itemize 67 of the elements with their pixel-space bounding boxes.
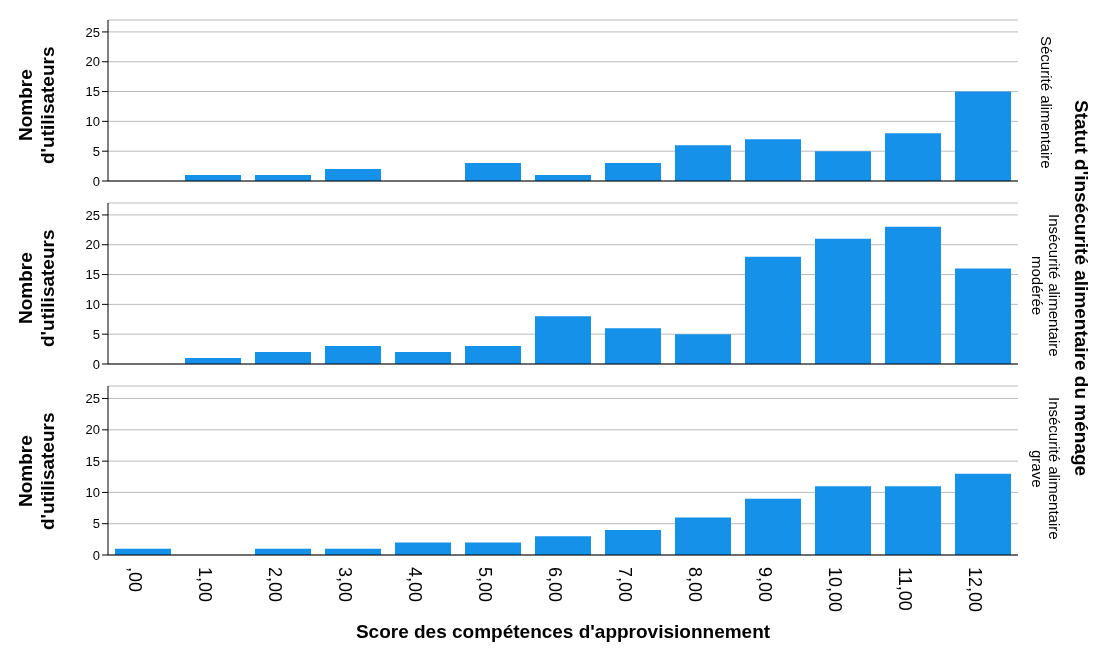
y-tick-label: 0 (92, 547, 100, 563)
bar (815, 238, 871, 364)
y-tick-label: 20 (85, 237, 100, 253)
bar (815, 486, 871, 555)
bar (675, 334, 731, 364)
y2-axis-title: Insécurité alimentaire grave (1029, 396, 1063, 542)
y-tick-label: 0 (92, 173, 100, 189)
x-tick-label: 10,00 (825, 567, 846, 613)
y2-axis-title: Sécurité alimentaire (1037, 35, 1055, 171)
bar (255, 352, 311, 364)
y2-axis-title: Insécurité alimentaire modérée (1029, 213, 1063, 359)
y-tick-label: 5 (92, 326, 100, 342)
y-tick-label: 15 (85, 267, 100, 283)
bar (325, 169, 381, 181)
x-tick-label: 1,00 (195, 567, 216, 603)
x-tick-label: 3,00 (335, 567, 356, 603)
y-tick-label: 20 (85, 54, 100, 70)
y-tick-label: 25 (85, 391, 100, 407)
y-tick-label: 10 (85, 113, 100, 129)
bar (815, 151, 871, 181)
x-tick-label: 11,00 (895, 567, 916, 611)
bar (535, 316, 591, 364)
bar (465, 163, 521, 181)
x-tick-label: 2,00 (265, 567, 286, 603)
bar (745, 139, 801, 181)
y-tick-label: 5 (92, 143, 100, 159)
bar (605, 328, 661, 364)
bar (745, 256, 801, 364)
bar (395, 542, 451, 555)
x-tick-label: 8,00 (685, 567, 706, 603)
text: Statut d'insécurité alimentaire du ménage (1070, 98, 1092, 479)
bar (465, 346, 521, 364)
bar (885, 486, 941, 555)
x-tick-label: 6,00 (545, 567, 566, 603)
bar (605, 163, 661, 181)
x-tick-label: ,00 (125, 567, 146, 593)
y-tick-label: 15 (85, 84, 100, 100)
bar (885, 226, 941, 364)
y-tick-label: 10 (85, 485, 100, 501)
bar (745, 498, 801, 555)
bar (955, 268, 1011, 364)
y-axis-title: Nombre d'utilisateurs (15, 410, 59, 532)
y-axis-title: Nombre d'utilisateurs (15, 227, 59, 349)
x-tick-label: 5,00 (475, 567, 496, 603)
x-axis-title: Score des compétences d'approvisionnement (354, 621, 772, 643)
bar (955, 91, 1011, 181)
bar (605, 529, 661, 555)
x-tick-label: 9,00 (755, 567, 776, 603)
y-tick-label: 25 (85, 24, 100, 40)
x-tick-label: 4,00 (405, 567, 426, 603)
y-tick-label: 25 (85, 207, 100, 223)
x-tick-label: 7,00 (615, 567, 636, 603)
y-tick-label: 20 (85, 422, 100, 438)
bar (675, 145, 731, 181)
y-tick-label: 5 (92, 516, 100, 532)
y-tick-label: 15 (85, 453, 100, 469)
bar (395, 352, 451, 364)
bar (325, 346, 381, 364)
x-tick-label: 12,00 (965, 567, 986, 613)
y-axis-title: Nombre d'utilisateurs (15, 44, 59, 166)
y-tick-label: 10 (85, 296, 100, 312)
bar (955, 473, 1011, 555)
bar (465, 542, 521, 555)
bar (675, 517, 731, 555)
y-tick-label: 0 (92, 356, 100, 372)
bar (535, 536, 591, 555)
bar (885, 133, 941, 181)
